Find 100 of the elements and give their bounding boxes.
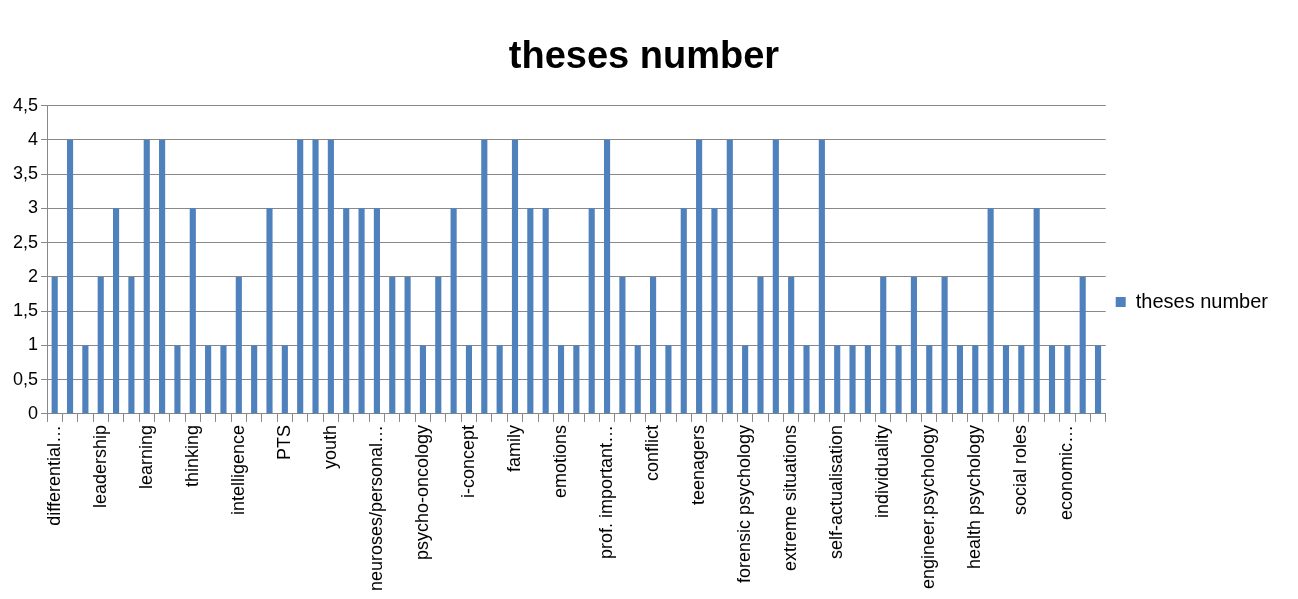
bar [603, 139, 611, 414]
x-tick-label: extreme situations [780, 424, 801, 571]
bar [1048, 345, 1056, 414]
bar [220, 345, 227, 414]
y-tick-label: 4 [28, 128, 39, 149]
x-tick-label: health psychology [964, 424, 985, 570]
x-tick-label: thinking [181, 424, 202, 487]
x-tick-label: teenagers [688, 424, 709, 505]
chart-title: theses number [508, 34, 780, 77]
bar [542, 208, 549, 414]
bar [880, 276, 887, 414]
bar [251, 345, 258, 414]
bar [343, 208, 350, 414]
bar [634, 345, 641, 414]
bar [113, 208, 120, 414]
x-tick-label: family [503, 424, 524, 472]
bar [496, 345, 503, 414]
bar [619, 276, 626, 414]
bar [312, 139, 319, 414]
y-tick-label: 1,5 [12, 300, 39, 321]
x-tick-label: PTS [273, 424, 294, 460]
x-tick-label: economic… [1056, 424, 1077, 520]
bar [51, 276, 58, 414]
bar [1002, 345, 1010, 414]
bar [266, 208, 273, 414]
bar [404, 276, 411, 414]
bar [1079, 276, 1086, 414]
bar [864, 345, 871, 414]
bar [696, 139, 703, 414]
bar [174, 345, 181, 414]
bar [128, 276, 135, 414]
bar [665, 345, 672, 414]
x-tick-label: social roles [1010, 424, 1031, 515]
x-tick-label: youth [319, 424, 340, 469]
bar [189, 208, 196, 414]
bar [297, 139, 304, 414]
bar [82, 345, 89, 414]
bar [818, 139, 825, 414]
x-tick-label: psycho-oncology [411, 424, 432, 560]
bar [465, 345, 473, 414]
bar [757, 276, 764, 414]
bar [1094, 345, 1102, 414]
x-tick-label: neuroses/personal… [365, 424, 386, 592]
x-tick-label: self-actualisation [826, 424, 847, 559]
bar [97, 276, 104, 414]
bar [742, 345, 749, 414]
bar [726, 139, 733, 414]
legend-label: theses number [1135, 289, 1269, 312]
bar [588, 208, 595, 414]
bar [650, 276, 657, 414]
bar [281, 345, 288, 414]
bar [680, 208, 687, 414]
bar [573, 345, 580, 414]
x-tick-label: conflict [642, 424, 663, 481]
y-tick-label: 4,5 [12, 94, 39, 115]
bar [956, 345, 964, 414]
bar [327, 139, 334, 414]
bar [1018, 345, 1025, 414]
bar [926, 345, 933, 414]
y-tick-label: 1 [28, 334, 39, 355]
y-tick-label: 0,5 [12, 368, 39, 389]
bar [481, 139, 488, 414]
bar [711, 208, 718, 414]
x-tick-label: individuality [872, 424, 893, 518]
bar [1033, 208, 1040, 414]
x-tick-label: learning [135, 424, 156, 489]
y-tick-label: 0 [28, 402, 39, 423]
bar [941, 276, 948, 414]
bar [910, 276, 917, 414]
bar [450, 208, 457, 414]
bar [803, 345, 810, 414]
x-tick-label: prof. important… [596, 424, 617, 559]
bar [788, 276, 795, 414]
y-tick-label: 3 [28, 197, 39, 218]
x-tick-label: differential… [43, 424, 64, 526]
bar [511, 139, 519, 414]
bar [143, 139, 150, 414]
y-tick-label: 3,5 [12, 163, 39, 184]
x-tick-label: leadership [89, 424, 110, 508]
bar [849, 345, 856, 414]
x-tick-label: intelligence [227, 424, 248, 515]
bar [205, 345, 212, 414]
bar [834, 345, 841, 414]
bar [389, 276, 396, 414]
bar [987, 208, 994, 414]
x-tick-label: emotions [549, 424, 570, 498]
bar [66, 139, 74, 414]
bar [772, 139, 779, 414]
bar [557, 345, 565, 414]
bar [419, 345, 426, 414]
bar [527, 208, 534, 414]
x-tick-label: engineer.psychology [918, 424, 939, 590]
bar [972, 345, 979, 414]
bar [358, 208, 365, 414]
bar [373, 208, 380, 414]
y-tick-label: 2,5 [12, 231, 39, 252]
bar [235, 276, 242, 414]
bar [1064, 345, 1071, 414]
x-tick-label: i-concept [457, 424, 478, 498]
bar [435, 276, 442, 414]
